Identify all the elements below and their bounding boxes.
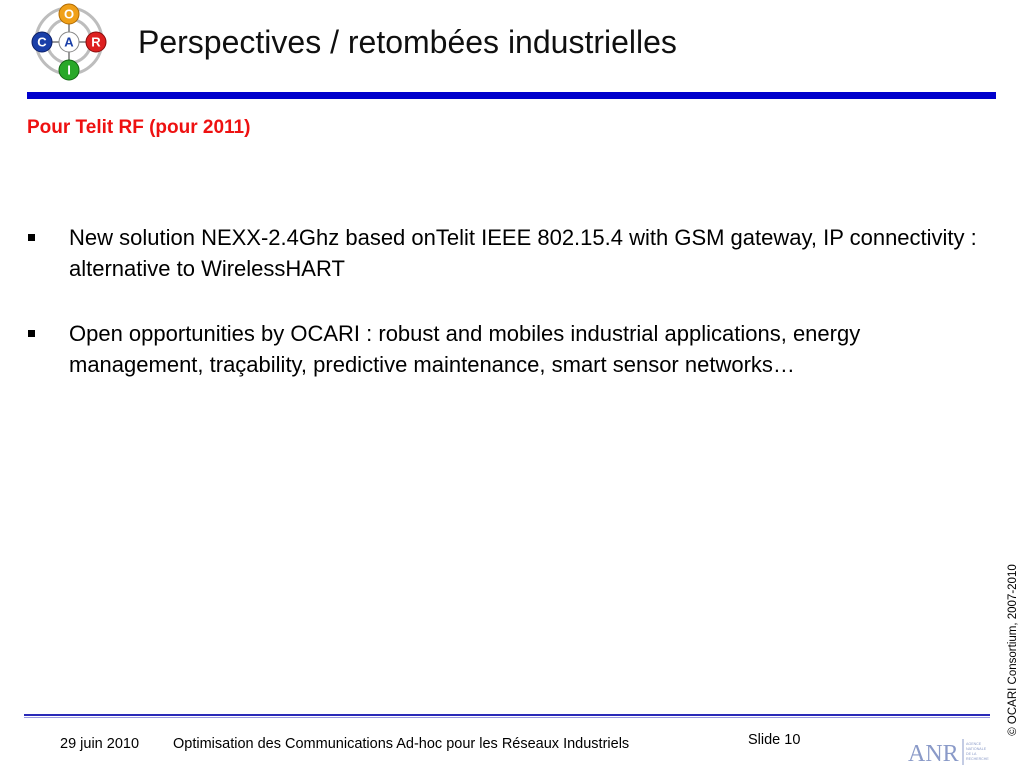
- bullet-list: New solution NEXX-2.4Ghz based onTelit I…: [28, 222, 978, 380]
- footer-divider-shadow: [24, 717, 990, 718]
- ocari-logo: O C A R I: [31, 3, 107, 81]
- anr-caption-line-4: RECHERCHE: [966, 757, 989, 761]
- logo-letter-o: O: [64, 7, 74, 22]
- footer-date: 29 juin 2010: [60, 736, 140, 752]
- square-bullet-icon: [28, 330, 35, 337]
- logo-letter-r: R: [91, 35, 101, 50]
- anr-caption-line-3: DE LA: [966, 752, 977, 756]
- anr-caption-line-2: NATIONALE: [966, 747, 987, 751]
- section-subtitle: Pour Telit RF (pour 2011): [27, 117, 251, 138]
- anr-caption-line-1: AGENCE: [966, 742, 982, 746]
- logo-letter-i: I: [67, 63, 71, 78]
- square-bullet-icon: [28, 234, 35, 241]
- bullet-text: Open opportunities by OCARI : robust and…: [69, 321, 861, 377]
- anr-logo: ANR AGENCE NATIONALE DE LA RECHERCHE: [908, 739, 989, 767]
- logo-letter-a: A: [64, 35, 74, 50]
- slide-number: Slide 10: [748, 732, 801, 748]
- bullet-item: Open opportunities by OCARI : robust and…: [28, 318, 978, 380]
- bullet-item: New solution NEXX-2.4Ghz based onTelit I…: [28, 222, 978, 284]
- logo-letter-c: C: [37, 35, 47, 50]
- footer-title: Optimisation des Communications Ad-hoc p…: [173, 736, 630, 752]
- anr-logo-text: ANR: [908, 741, 959, 767]
- slide-title: Perspectives / retombées industrielles: [138, 24, 677, 60]
- footer-divider: [24, 714, 990, 716]
- copyright-text: © OCARI Consortium, 2007-2010: [1007, 564, 1019, 736]
- bullet-text: New solution NEXX-2.4Ghz based onTelit I…: [69, 225, 977, 281]
- title-divider: [27, 92, 996, 99]
